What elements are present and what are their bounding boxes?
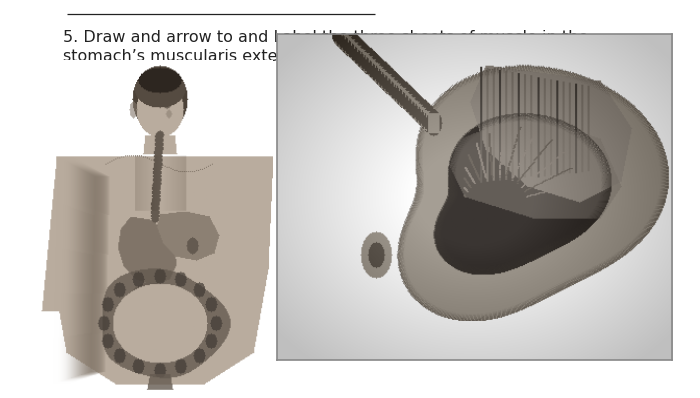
Text: 5. Draw and arrow to and Label the three sheets of muscle in the: 5. Draw and arrow to and Label the three… [63,30,588,45]
Text: stomach’s muscularis externa in the diagram below.: stomach’s muscularis externa in the diag… [63,49,484,64]
